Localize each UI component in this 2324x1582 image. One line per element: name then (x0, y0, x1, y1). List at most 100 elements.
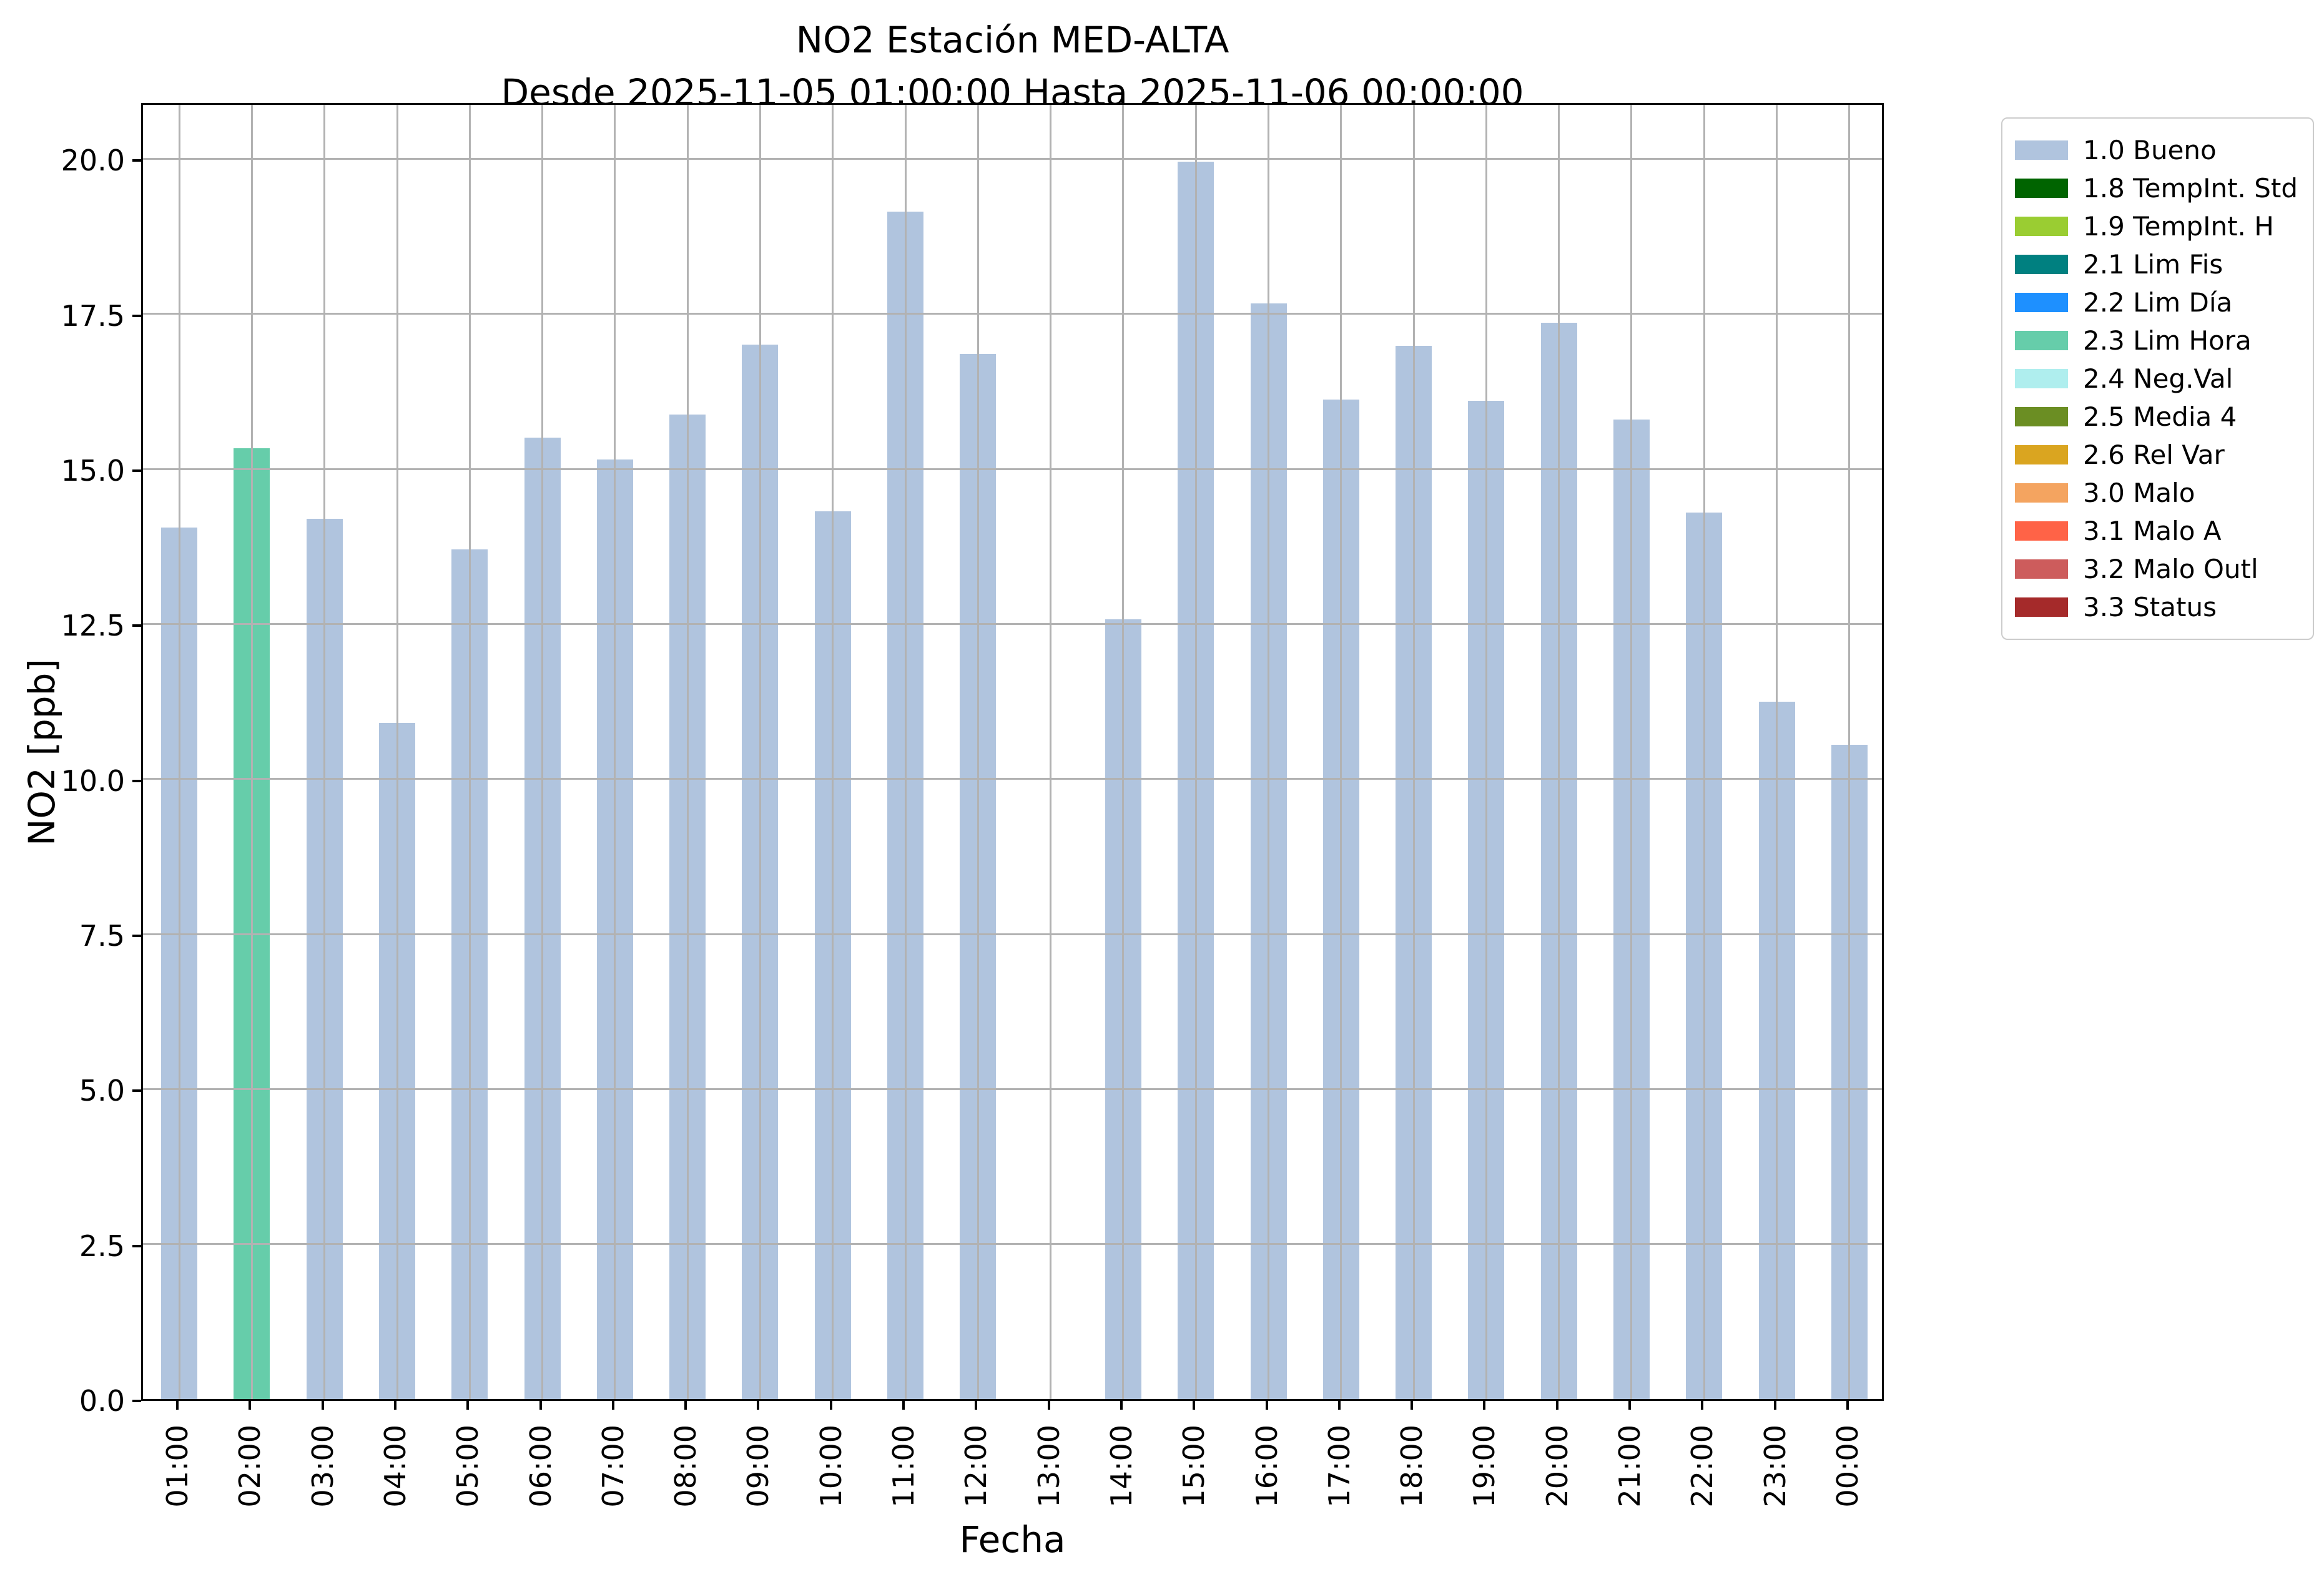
y-gridline (143, 933, 1882, 935)
x-gridline (1485, 105, 1487, 1399)
legend-label: 2.2 Lim Día (2083, 287, 2233, 318)
legend-color-swatch (2015, 179, 2068, 198)
x-gridline (1340, 105, 1342, 1399)
legend-label: 3.3 Status (2083, 592, 2217, 622)
legend-color-swatch (2015, 255, 2068, 274)
y-tick-label: 17.5 (61, 298, 125, 333)
x-tick-label: 01:00 (160, 1425, 195, 1508)
legend-item-2.2: 2.2 Lim Día (2015, 283, 2298, 322)
y-gridline (143, 1243, 1882, 1245)
x-tick-mark (539, 1401, 542, 1410)
x-tick-mark (1120, 1401, 1123, 1410)
legend-label: 1.8 TempInt. Std (2083, 173, 2298, 204)
y-axis-label: NO2 [ppb] (21, 658, 63, 847)
x-gridline (1268, 105, 1270, 1399)
y-tick-label: 20.0 (61, 144, 125, 178)
legend-color-swatch (2015, 217, 2068, 236)
y-tick-label: 7.5 (79, 919, 125, 953)
legend-label: 2.6 Rel Var (2083, 440, 2225, 470)
x-gridline (1558, 105, 1560, 1399)
legend-label: 3.0 Malo (2083, 478, 2195, 508)
x-gridline (250, 105, 253, 1399)
x-gridline (686, 105, 689, 1399)
x-gridline (1703, 105, 1705, 1399)
y-tick-label: 12.5 (61, 609, 125, 643)
x-gridline (614, 105, 616, 1399)
x-tick-mark (1483, 1401, 1486, 1410)
y-gridline (143, 778, 1882, 780)
legend-item-3.0: 3.0 Malo (2015, 474, 2298, 512)
x-tick-label: 10:00 (814, 1425, 848, 1508)
legend-color-swatch (2015, 369, 2068, 388)
legend-label: 2.3 Lim Hora (2083, 325, 2252, 356)
x-tick-mark (1337, 1401, 1341, 1410)
x-gridline (541, 105, 544, 1399)
x-tick-mark (1193, 1401, 1196, 1410)
x-tick-label: 02:00 (233, 1425, 267, 1508)
y-gridline (143, 313, 1882, 315)
x-gridline (323, 105, 326, 1399)
x-tick-mark (1701, 1401, 1704, 1410)
legend-color-swatch (2015, 407, 2068, 426)
x-tick-label: 04:00 (378, 1425, 413, 1508)
plot-area (141, 103, 1884, 1401)
legend-color-swatch (2015, 483, 2068, 503)
legend: 1.0 Bueno 1.8 TempInt. Std 1.9 TempInt. H 2… (2001, 117, 2315, 640)
legend-label: 1.9 TempInt. H (2083, 211, 2274, 242)
y-tick-label: 15.0 (61, 454, 125, 488)
x-tick-mark (829, 1401, 832, 1410)
x-tick-label: 05:00 (451, 1425, 485, 1508)
x-tick-mark (1628, 1401, 1631, 1410)
y-tick-label: 2.5 (79, 1229, 125, 1263)
legend-label: 2.5 Media 4 (2083, 401, 2237, 432)
legend-color-swatch (2015, 521, 2068, 541)
x-axis-label: Fecha (959, 1518, 1066, 1561)
x-gridline (1776, 105, 1778, 1399)
x-tick-label: 12:00 (959, 1425, 993, 1508)
legend-label: 2.4 Neg.Val (2083, 363, 2233, 394)
x-gridline (178, 105, 180, 1399)
legend-color-swatch (2015, 140, 2068, 160)
y-tick-mark (132, 314, 141, 317)
x-tick-mark (466, 1401, 470, 1410)
legend-color-swatch (2015, 293, 2068, 312)
legend-item-1.8: 1.8 TempInt. Std (2015, 169, 2298, 207)
legend-item-2.5: 2.5 Media 4 (2015, 398, 2298, 436)
x-tick-mark (757, 1401, 760, 1410)
legend-item-2.6: 2.6 Rel Var (2015, 436, 2298, 474)
x-tick-mark (975, 1401, 978, 1410)
x-tick-mark (176, 1401, 179, 1410)
y-tick-label: 5.0 (79, 1074, 125, 1108)
x-tick-mark (684, 1401, 687, 1410)
x-gridline (977, 105, 979, 1399)
y-tick-mark (132, 1089, 141, 1093)
x-gridline (904, 105, 907, 1399)
x-tick-label: 00:00 (1830, 1425, 1864, 1508)
x-tick-label: 08:00 (669, 1425, 703, 1508)
x-gridline (1412, 105, 1415, 1399)
y-gridline (143, 1088, 1882, 1090)
x-gridline (759, 105, 761, 1399)
legend-item-2.4: 2.4 Neg.Val (2015, 360, 2298, 398)
x-tick-mark (321, 1401, 324, 1410)
chart-title: NO2 Estación MED-ALTA (795, 19, 1229, 61)
x-gridline (468, 105, 471, 1399)
y-tick-mark (132, 159, 141, 162)
x-gridline (1194, 105, 1197, 1399)
x-tick-label: 23:00 (1758, 1425, 1792, 1508)
legend-color-swatch (2015, 559, 2068, 579)
x-tick-mark (1773, 1401, 1776, 1410)
x-tick-mark (902, 1401, 905, 1410)
legend-item-2.3: 2.3 Lim Hora (2015, 322, 2298, 360)
x-gridline (1050, 105, 1052, 1399)
x-tick-mark (1411, 1401, 1414, 1410)
legend-label: 3.1 Malo A (2083, 516, 2222, 546)
y-gridline (143, 468, 1882, 470)
legend-item-3.1: 3.1 Malo A (2015, 512, 2298, 550)
y-tick-mark (132, 1400, 141, 1402)
x-tick-mark (1555, 1401, 1558, 1410)
x-tick-label: 06:00 (523, 1425, 558, 1508)
x-tick-label: 17:00 (1322, 1425, 1356, 1508)
x-tick-label: 19:00 (1467, 1425, 1502, 1508)
